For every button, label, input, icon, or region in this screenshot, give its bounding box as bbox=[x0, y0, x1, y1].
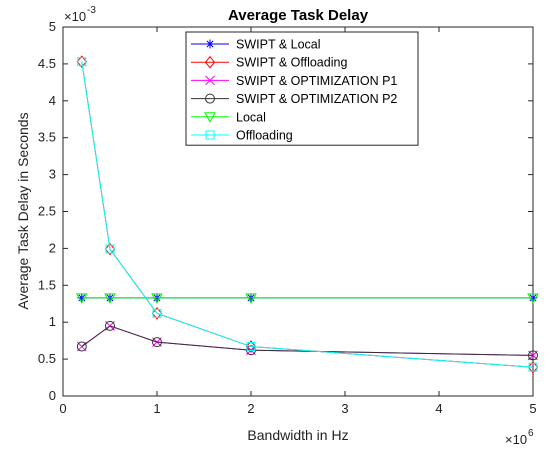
y-tick-label: 0.5 bbox=[38, 351, 56, 366]
legend: SWIPT & Local SWIPT & Offloading SWIPT & O… bbox=[185, 31, 419, 146]
data-point bbox=[76, 341, 87, 352]
legend-marker bbox=[205, 93, 215, 104]
x-tick-label: 3 bbox=[341, 401, 348, 416]
x-axis-label: Bandwidth in Hz bbox=[247, 427, 348, 443]
x-tick-label: 4 bbox=[435, 401, 442, 416]
y-axis-exponent: ×10 -3 bbox=[64, 5, 96, 24]
data-point bbox=[104, 293, 116, 304]
data-point bbox=[245, 340, 257, 353]
legend-marker bbox=[205, 75, 215, 86]
legend-label: SWIPT & OPTIMIZATION P1 bbox=[236, 74, 397, 88]
data-point bbox=[527, 293, 539, 304]
data-point bbox=[75, 293, 88, 304]
legend-entry: SWIPT & OPTIMIZATION P1 bbox=[191, 74, 397, 88]
legend-entry: SWIPT & Offloading bbox=[191, 56, 347, 70]
series-line bbox=[81, 61, 534, 368]
y-axis-label: Average Task Delay in Seconds bbox=[15, 112, 31, 309]
legend-label: SWIPT & Local bbox=[236, 38, 321, 52]
data-point bbox=[151, 293, 163, 304]
axis-ticks: 0 1 2 3 4 5 0 0.5 1 1.5 2 2.5 3 3.5 4 4.5 5 bbox=[38, 19, 537, 416]
x-exponent-power: 6 bbox=[528, 428, 534, 439]
data-point bbox=[104, 242, 116, 256]
x-exponent-base: ×10 bbox=[505, 432, 527, 447]
legend-marker bbox=[205, 130, 215, 140]
x-axis-exponent: ×10 6 bbox=[505, 428, 534, 447]
series-layer bbox=[75, 55, 539, 374]
y-tick-label: 2.5 bbox=[38, 204, 56, 219]
data-point bbox=[152, 308, 162, 318]
legend-marker bbox=[205, 39, 215, 49]
y-exponent-power: -3 bbox=[87, 5, 96, 16]
y-tick-label: 0 bbox=[49, 388, 56, 403]
data-point bbox=[245, 293, 257, 304]
y-tick-label: 3.5 bbox=[38, 130, 56, 145]
legend-entry: SWIPT & Local bbox=[191, 38, 321, 52]
legend-marker bbox=[204, 55, 216, 69]
x-tick-label: 2 bbox=[247, 401, 254, 416]
x-tick-label: 0 bbox=[59, 401, 66, 416]
y-tick-label: 1 bbox=[49, 314, 56, 329]
data-point bbox=[528, 350, 538, 361]
chart-title: Average Task Delay bbox=[228, 7, 369, 24]
data-point bbox=[246, 342, 256, 352]
series-4 bbox=[75, 293, 539, 304]
data-point bbox=[151, 307, 163, 320]
series-3 bbox=[76, 320, 538, 361]
y-tick-label: 3 bbox=[49, 167, 56, 182]
y-tick-label: 4.5 bbox=[38, 56, 56, 71]
legend-box bbox=[185, 31, 419, 146]
legend-entry: SWIPT & OPTIMIZATION P2 bbox=[191, 92, 397, 106]
legend-label: Offloading bbox=[236, 129, 293, 143]
series-5 bbox=[77, 57, 538, 372]
y-tick-label: 1.5 bbox=[38, 277, 56, 292]
legend-entry: Offloading bbox=[191, 129, 293, 143]
x-tick-label: 5 bbox=[529, 401, 536, 416]
legend-label: Local bbox=[236, 110, 266, 124]
data-point bbox=[528, 362, 538, 372]
data-point bbox=[105, 244, 115, 254]
legend-label: SWIPT & Offloading bbox=[236, 56, 347, 70]
data-point bbox=[76, 55, 87, 68]
data-point bbox=[105, 320, 115, 331]
data-point bbox=[527, 360, 539, 374]
y-exponent-base: ×10 bbox=[64, 9, 86, 24]
series-line bbox=[81, 325, 534, 356]
y-tick-label: 5 bbox=[49, 19, 56, 34]
legend-label: SWIPT & OPTIMIZATION P2 bbox=[236, 92, 397, 106]
data-point bbox=[77, 57, 87, 67]
x-tick-label: 1 bbox=[153, 401, 160, 416]
legend-entry: Local bbox=[191, 110, 266, 124]
data-point bbox=[152, 337, 162, 348]
y-tick-label: 4 bbox=[49, 93, 56, 108]
y-tick-label: 2 bbox=[49, 240, 56, 255]
legend-marker bbox=[204, 112, 216, 123]
